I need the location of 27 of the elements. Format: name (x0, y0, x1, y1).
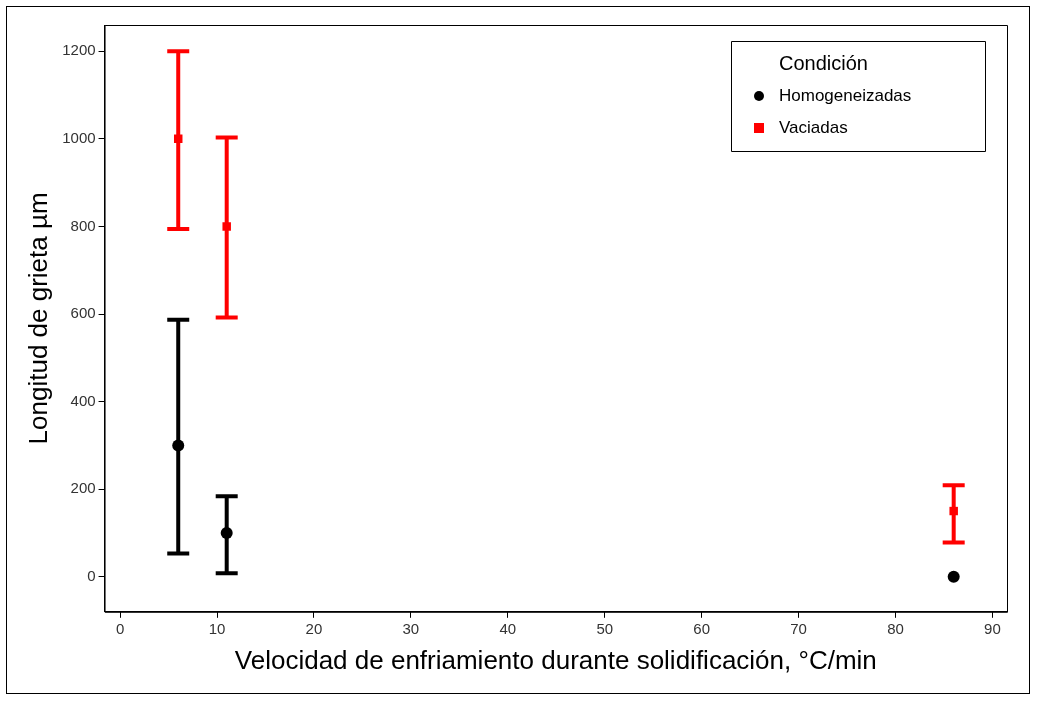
y-tick-label: 1000 (62, 129, 96, 146)
x-tick-label: 0 (115, 619, 125, 637)
x-tick-label: 30 (402, 619, 420, 637)
x-tick-label: 20 (305, 619, 323, 637)
y-tick-label: 800 (70, 216, 96, 234)
y-axis-title: Longitud de grieta µm (22, 192, 53, 445)
point (947, 570, 960, 583)
legend-title: Condición (779, 51, 868, 74)
y-tick-label: 1200 (62, 41, 96, 59)
x-tick-label: 70 (790, 619, 807, 637)
point (222, 222, 231, 231)
x-tick-label: 60 (693, 619, 711, 637)
x-axis-title: Velocidad de enfriamiento durante solidificación, °C/min (234, 644, 877, 675)
point (220, 526, 233, 539)
point (949, 506, 958, 516)
y-tick-label: 0 (87, 566, 96, 584)
legend-label: Vaciadas (779, 117, 848, 137)
x-tick-label: 80 (887, 619, 904, 637)
legend-label: Homogeneizadas (779, 85, 912, 105)
point (172, 439, 185, 452)
x-tick-label: 40 (499, 619, 517, 637)
x-tick-label: 50 (596, 619, 614, 637)
y-tick-label: 400 (70, 391, 96, 409)
x-tick-label: 10 (208, 619, 226, 637)
x-tick-label: 90 (984, 619, 1001, 637)
y-tick-label: 600 (70, 304, 96, 322)
y-tick-label: 200 (70, 479, 96, 497)
